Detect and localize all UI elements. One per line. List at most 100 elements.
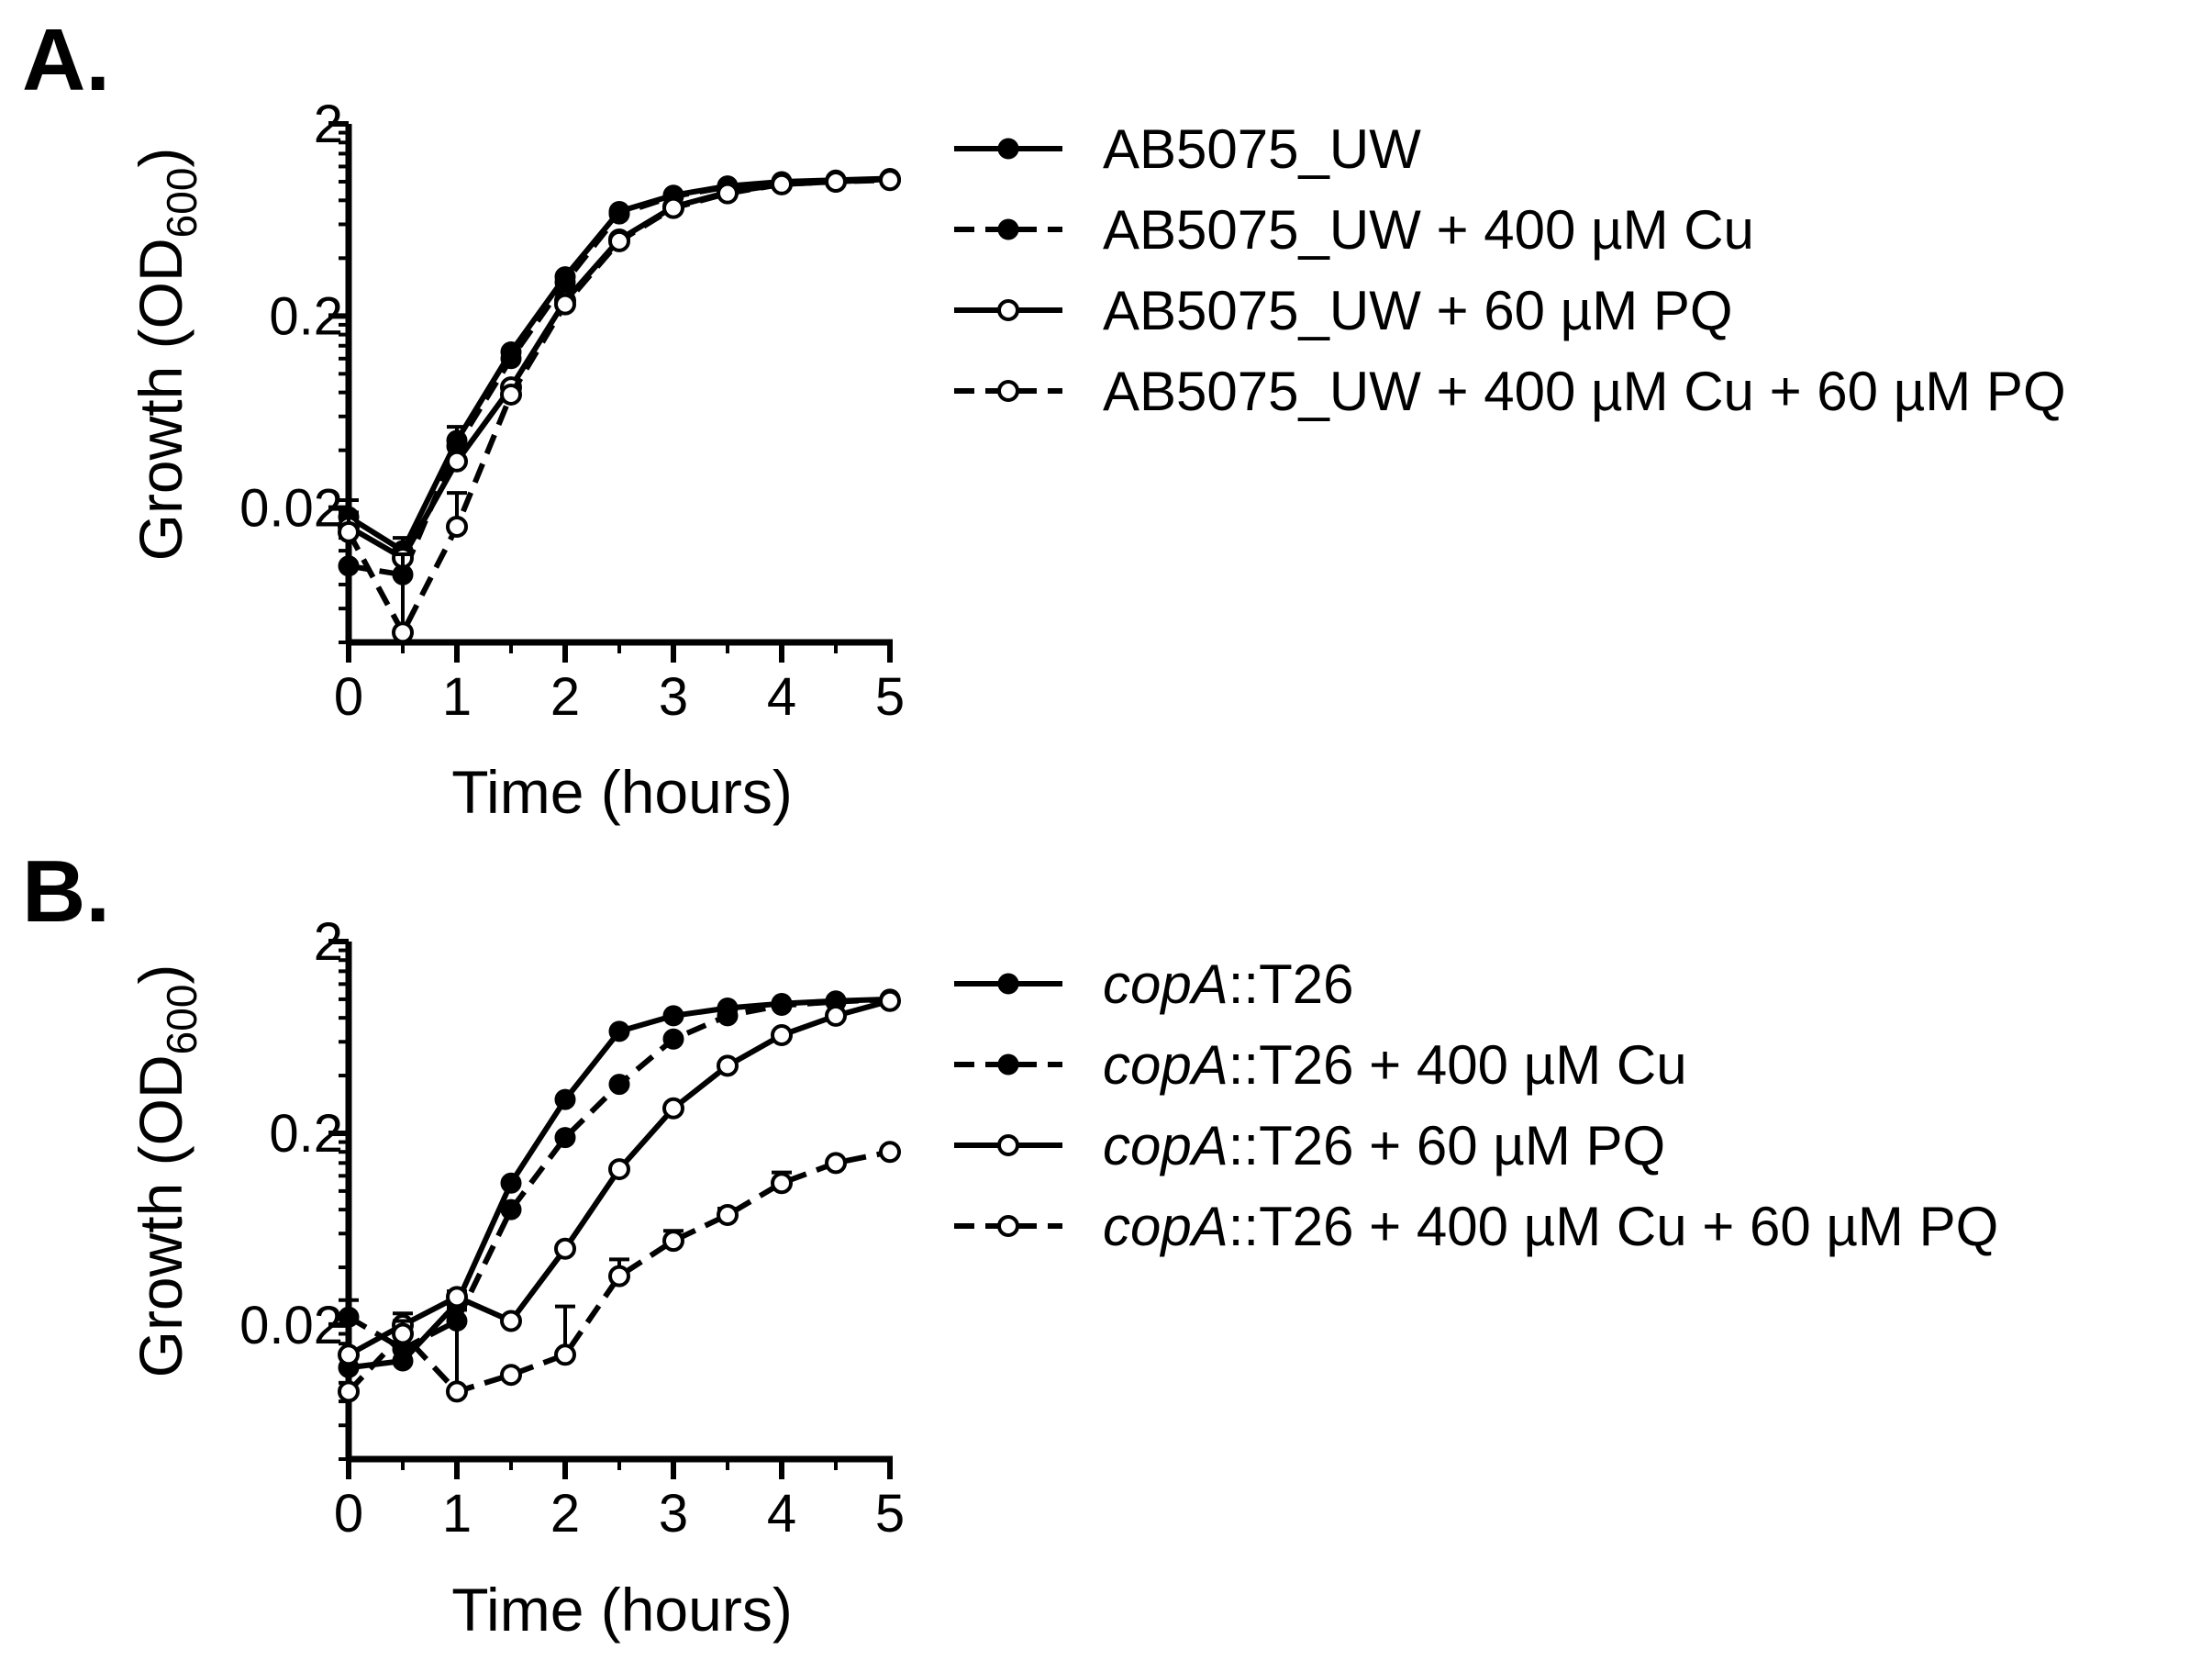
legend-entry: AB5075_UW + 400 µM Cu + 60 µM PQ [954, 361, 2066, 422]
x-tick-label: 0 [334, 667, 363, 727]
y-tick-label: 2 [314, 95, 343, 154]
x-tick-label: 0 [334, 1484, 363, 1544]
data-point [500, 1364, 522, 1387]
legend-label-part: AB5075_UW + 400 µM Cu [1103, 199, 1754, 261]
data-point [717, 182, 739, 205]
legend-label-part: copA [1103, 1196, 1228, 1257]
data-point [825, 171, 847, 194]
data-point [500, 1310, 522, 1332]
x-tick-label: 2 [550, 1484, 580, 1544]
legend-label-part: copA [1103, 1115, 1228, 1176]
data-point [446, 450, 468, 473]
series-4 [338, 1141, 901, 1403]
data-point [500, 383, 522, 406]
data-point [500, 348, 522, 370]
data-point [662, 1230, 684, 1253]
panel-a-xlabel: Time (hours) [451, 758, 793, 826]
data-point [338, 1306, 360, 1328]
data-point [662, 1028, 684, 1050]
data-point [554, 1088, 576, 1110]
panel-b-ylabel: Growth (OD600) [127, 964, 206, 1378]
data-point [879, 989, 901, 1012]
data-point [446, 515, 468, 538]
legend-marker [997, 380, 1019, 402]
legend-label-part: copA [1103, 953, 1228, 1015]
legend-entry: copA::T26 + 60 µM PQ [954, 1115, 1665, 1176]
x-tick-label: 2 [550, 667, 580, 727]
legend-label-part: copA [1103, 1034, 1228, 1096]
legend-label-part: ::T26 [1228, 953, 1354, 1015]
data-point [717, 1054, 739, 1077]
legend-marker [997, 1215, 1019, 1237]
data-point [608, 229, 630, 252]
y-tick-label: 0.2 [269, 286, 343, 346]
data-point [879, 169, 901, 192]
legend-label: AB5075_UW [1103, 118, 1421, 180]
data-point [662, 1005, 684, 1027]
data-point [338, 1343, 360, 1366]
legend-label: copA::T26 + 60 µM PQ [1103, 1115, 1665, 1176]
panel-a-letter: A. [22, 11, 110, 109]
data-point [392, 621, 414, 644]
panel-b: B. Growth (OD600) Time (hours) [22, 842, 793, 1644]
data-point [717, 1005, 739, 1027]
legend-label: AB5075_UW + 60 µM PQ [1103, 280, 1733, 341]
legend-marker [997, 299, 1019, 321]
series-1 [338, 167, 901, 562]
data-point [608, 1074, 630, 1096]
x-tick-label: 3 [659, 1484, 688, 1544]
legend-label-part: ::T26 + 400 µM Cu [1228, 1034, 1687, 1096]
data-point [662, 196, 684, 219]
panel-a: A. Growth (OD600) Time (hours) [22, 11, 793, 826]
legend-entry: AB5075_UW + 60 µM PQ [954, 280, 1733, 341]
data-point [717, 1203, 739, 1226]
legend-label: AB5075_UW + 400 µM Cu + 60 µM PQ [1103, 361, 2066, 422]
data-point [338, 1380, 360, 1403]
data-point [771, 1024, 793, 1047]
legend-entry: copA::T26 [954, 953, 1354, 1015]
series-3 [338, 989, 901, 1366]
panel-a-ylabel: Growth (OD600) [127, 148, 206, 562]
legend-label-part: ::T26 + 400 µM Cu + 60 µM PQ [1228, 1196, 1999, 1257]
legend-label: copA::T26 + 400 µM Cu + 60 µM PQ [1103, 1196, 1998, 1257]
x-tick-label: 1 [442, 1484, 472, 1544]
y-tick-label: 0.2 [269, 1104, 343, 1164]
data-point [771, 1172, 793, 1195]
x-tick-label: 1 [442, 667, 472, 727]
legend-marker [997, 218, 1019, 240]
panel-b-letter: B. [22, 842, 110, 941]
x-tick-label: 5 [875, 667, 905, 727]
legend-label: AB5075_UW + 400 µM Cu [1103, 199, 1754, 261]
y-tick-label: 2 [314, 912, 343, 972]
data-point [879, 1141, 901, 1164]
data-point [608, 1265, 630, 1287]
legend-label: copA::T26 + 400 µM Cu [1103, 1034, 1687, 1096]
legend-entry: AB5075_UW + 400 µM Cu [954, 199, 1754, 261]
panel-a-plot: 0.02 0.2 2 0 1 2 3 4 5 AB5075_UW AB5075_UW + 400 µ… [239, 95, 2066, 727]
legend-marker [997, 1134, 1019, 1156]
legend-entry: copA::T26 + 400 µM Cu [954, 1034, 1687, 1096]
x-tick-label: 4 [767, 667, 796, 727]
data-point [662, 1097, 684, 1120]
series-1 [338, 988, 901, 1378]
data-point [338, 555, 360, 577]
legend-entry: copA::T26 + 400 µM Cu + 60 µM PQ [954, 1196, 1998, 1257]
data-point [446, 1380, 468, 1403]
data-point [771, 173, 793, 195]
data-point [608, 1020, 630, 1042]
y-tick-label: 0.02 [239, 479, 343, 539]
legend-marker [997, 1053, 1019, 1076]
data-point [500, 1198, 522, 1221]
data-point [554, 271, 576, 293]
data-point [608, 203, 630, 225]
y-tick-label: 0.02 [239, 1296, 343, 1355]
data-point [500, 1172, 522, 1194]
data-point [554, 293, 576, 316]
legend-marker [997, 973, 1019, 995]
data-point [608, 1158, 630, 1181]
legend-label-part: ::T26 + 60 µM PQ [1228, 1115, 1665, 1176]
legend-label-part: AB5075_UW + 400 µM Cu + 60 µM PQ [1103, 361, 2066, 422]
series-4 [338, 169, 901, 644]
x-tick-label: 4 [767, 1484, 796, 1544]
